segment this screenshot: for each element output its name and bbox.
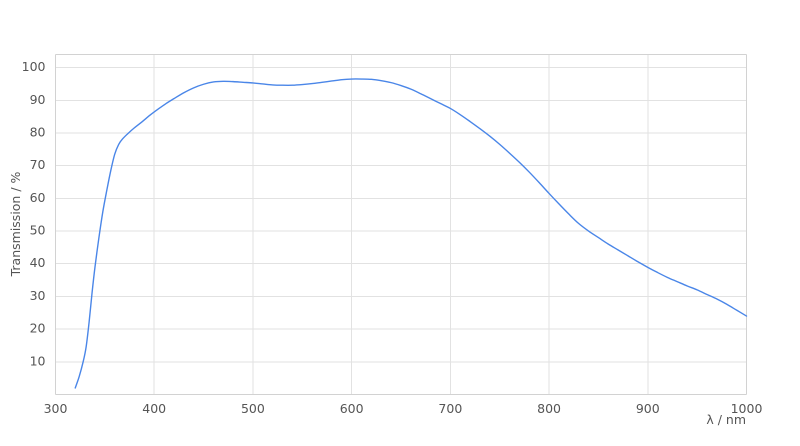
y-tick-label: 40 [30,255,46,270]
x-tick-labels: 300 400 500 600 700 800 900 1000 [44,401,763,416]
grid-vertical [55,54,747,395]
x-tick-label: 400 [142,401,166,416]
grid-horizontal [55,67,747,363]
y-tick-label: 20 [30,321,46,336]
y-tick-label: 100 [22,59,46,74]
x-tick-label: 1000 [731,401,763,416]
y-tick-label: 80 [30,124,46,139]
x-tick-label: 500 [241,401,265,416]
y-tick-label: 30 [30,288,46,303]
y-tick-label: 60 [30,190,46,205]
data-series-group [74,78,748,389]
y-tick-label: 50 [30,223,46,238]
x-tick-label: 300 [44,401,68,416]
x-tick-label: 600 [340,401,364,416]
x-tick-label: 700 [438,401,462,416]
y-tick-labels: 10 20 30 40 50 60 70 80 90 100 [22,59,46,368]
x-axis-title: λ / nm [706,412,746,427]
y-tick-label: 70 [30,157,46,172]
x-tick-label: 800 [537,401,561,416]
y-tick-label: 90 [30,92,46,107]
transmission-curve [74,78,748,389]
y-tick-label: 10 [30,353,46,368]
plot-frame [55,54,747,395]
y-axis-title: Transmission / % [8,171,23,277]
x-tick-label: 900 [636,401,660,416]
